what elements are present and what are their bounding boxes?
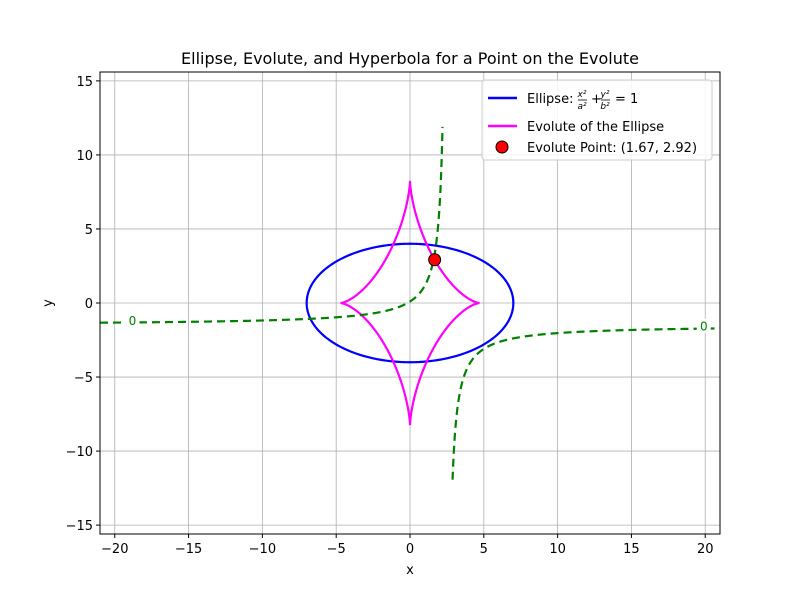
ellipse-curve	[305, 242, 515, 364]
x-tick-label: 5	[480, 542, 488, 557]
contour-label-bg	[125, 312, 140, 327]
legend: Ellipse: x² a² + y² b² = 1 Evolute of th…	[481, 79, 713, 161]
legend-point-marker	[495, 140, 509, 154]
legend-ellipse-label: Ellipse: x² a² + y² b² = 1	[527, 90, 638, 112]
legend-point-label: Evolute Point: (1.67, 2.92)	[527, 141, 697, 156]
legend-eq-y-num: y²	[600, 90, 610, 100]
y-tick-label: 5	[85, 223, 93, 238]
legend-ellipse-prefix: Ellipse:	[527, 92, 573, 107]
y-tick-label: 15	[76, 75, 93, 90]
evolute-curve	[340, 180, 480, 426]
evolute-point	[428, 253, 442, 267]
y-tick-label: 10	[76, 149, 93, 164]
x-axis-label: x	[406, 563, 414, 578]
legend-box	[481, 79, 713, 161]
legend-eq-plus: +	[591, 92, 602, 107]
y-tick-label: −10	[66, 445, 93, 460]
y-tick-label: −15	[66, 519, 93, 534]
x-tick-label: −20	[101, 542, 128, 557]
x-tick-label: 20	[697, 542, 714, 557]
y-axis-label: y	[41, 299, 56, 307]
x-axis-ticks: −20 −15 −10 −5 0 5 10 15 20	[101, 534, 714, 557]
legend-evolute-label: Evolute of the Ellipse	[527, 120, 664, 135]
legend-eq-y-den: b²	[600, 102, 610, 112]
x-tick-label: 10	[549, 542, 566, 557]
x-tick-label: 15	[623, 542, 640, 557]
contour-label: 0	[129, 314, 137, 328]
chart-title: Ellipse, Evolute, and Hyperbola for a Po…	[181, 49, 639, 68]
legend-eq-x-den: a²	[577, 102, 587, 112]
y-axis-ticks: −15 −10 −5 0 5 10 15	[66, 75, 100, 534]
contour-label-bg	[696, 318, 711, 333]
y-tick-label: 0	[85, 297, 93, 312]
x-tick-label: −10	[249, 542, 276, 557]
x-tick-label: 0	[406, 542, 414, 557]
contour-label: 0	[700, 320, 708, 334]
hyperbola-branch	[451, 327, 720, 480]
x-tick-label: −15	[175, 542, 202, 557]
legend-eq-rhs: = 1	[615, 92, 638, 107]
hyperbola-branch	[100, 126, 444, 324]
y-tick-label: −5	[74, 371, 93, 386]
x-tick-label: −5	[327, 542, 346, 557]
legend-eq-x-num: x²	[577, 90, 587, 100]
